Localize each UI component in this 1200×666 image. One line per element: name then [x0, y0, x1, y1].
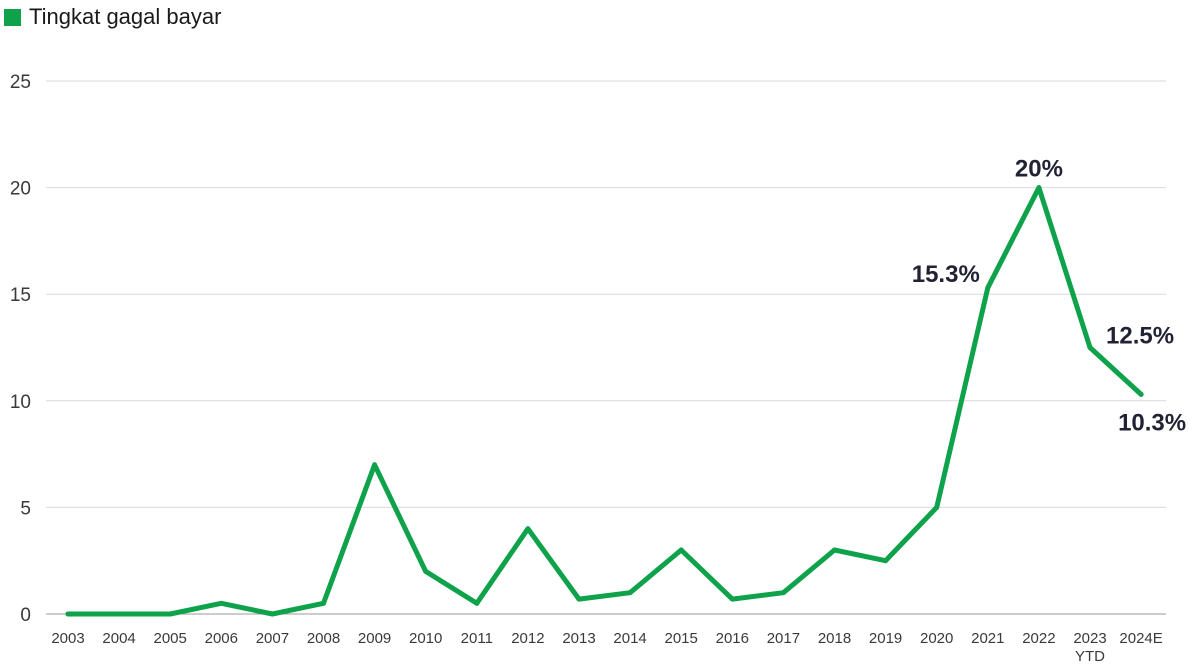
x-tick-label: 2003: [51, 630, 84, 647]
data-point-2017: [780, 590, 786, 596]
data-label-2024E: 10.3%: [1118, 409, 1186, 436]
y-tick-label: 0: [20, 605, 31, 626]
data-point-2021: [985, 285, 991, 291]
x-tick-label: 2019: [869, 630, 902, 647]
data-point-2018: [832, 547, 837, 553]
series-layer: [65, 185, 1144, 617]
data-point-2022: [1036, 185, 1042, 191]
x-tick-label: 2010: [409, 630, 442, 647]
data-point-2007: [269, 611, 275, 617]
x-tick-label: 2016: [716, 630, 749, 647]
data-point-2004: [116, 611, 122, 617]
y-axis-ticks: 0 5 10 15 20 25: [10, 72, 31, 626]
y-tick-label: 15: [10, 285, 31, 306]
gridlines: [46, 80, 1166, 615]
y-tick-label: 10: [10, 392, 31, 413]
data-point-2023: [1087, 345, 1093, 350]
data-point-2024E: [1138, 391, 1144, 397]
data-point-2014: [627, 590, 633, 596]
x-tick-label: 2004: [102, 630, 135, 647]
x-tick-label: 2014: [613, 630, 646, 647]
y-tick-label: 25: [10, 72, 31, 93]
data-point-2011: [474, 600, 480, 606]
data-point-2012: [525, 526, 531, 532]
data-point-2010: [423, 568, 429, 574]
x-tick-label: 2020: [920, 630, 953, 647]
data-point-2003: [65, 611, 71, 617]
data-point-2008: [321, 600, 326, 606]
data-label-2022: 20%: [1015, 156, 1063, 183]
data-point-2013: [576, 596, 582, 602]
x-tick-label: 2018: [818, 630, 851, 647]
x-tick-label: 2013: [562, 630, 595, 647]
x-tick-label: 2024E: [1119, 630, 1162, 647]
x-tick-label: 2009: [358, 630, 391, 647]
data-point-2015: [678, 547, 684, 553]
x-tick-label: 2012: [511, 630, 544, 647]
x-tick-label: 2022: [1022, 630, 1055, 647]
x-tick-label: 2008: [307, 630, 340, 647]
x-tick-label: 2011: [461, 630, 493, 647]
x-tick-label: 2017: [767, 630, 800, 647]
legend-swatch: [4, 8, 21, 26]
legend-label: Tingkat gagal bayar: [29, 4, 222, 29]
x-axis-ticks: 2003 2004 2005 2006 2007 2008 2009 2010 2011 2012…: [51, 630, 1162, 665]
y-tick-label: 5: [20, 498, 31, 519]
x-tick-label: 2021: [971, 630, 1004, 647]
data-label-2021: 15.3%: [912, 261, 980, 288]
series-line: [65, 185, 1144, 617]
data-point-2020: [934, 504, 940, 510]
data-point-2009: [372, 462, 378, 468]
data-label-2023: 12.5%: [1106, 323, 1174, 350]
data-point-2006: [218, 600, 224, 606]
x-tick-label: 2006: [205, 630, 238, 647]
x-tick-label: 2007: [256, 630, 289, 647]
data-labels: 15.3% 20% 12.5% 10.3%: [912, 156, 1186, 437]
x-tick-label: 2005: [154, 630, 187, 647]
x-tick-label: 2023: [1073, 630, 1106, 647]
data-point-2016: [729, 596, 735, 602]
data-point-2019: [883, 558, 889, 564]
x-tick-sublabel: YTD: [1075, 648, 1105, 665]
data-point-2005: [167, 611, 173, 617]
y-tick-label: 20: [10, 179, 31, 200]
legend: Tingkat gagal bayar: [4, 4, 221, 30]
x-tick-label: 2015: [665, 630, 698, 647]
